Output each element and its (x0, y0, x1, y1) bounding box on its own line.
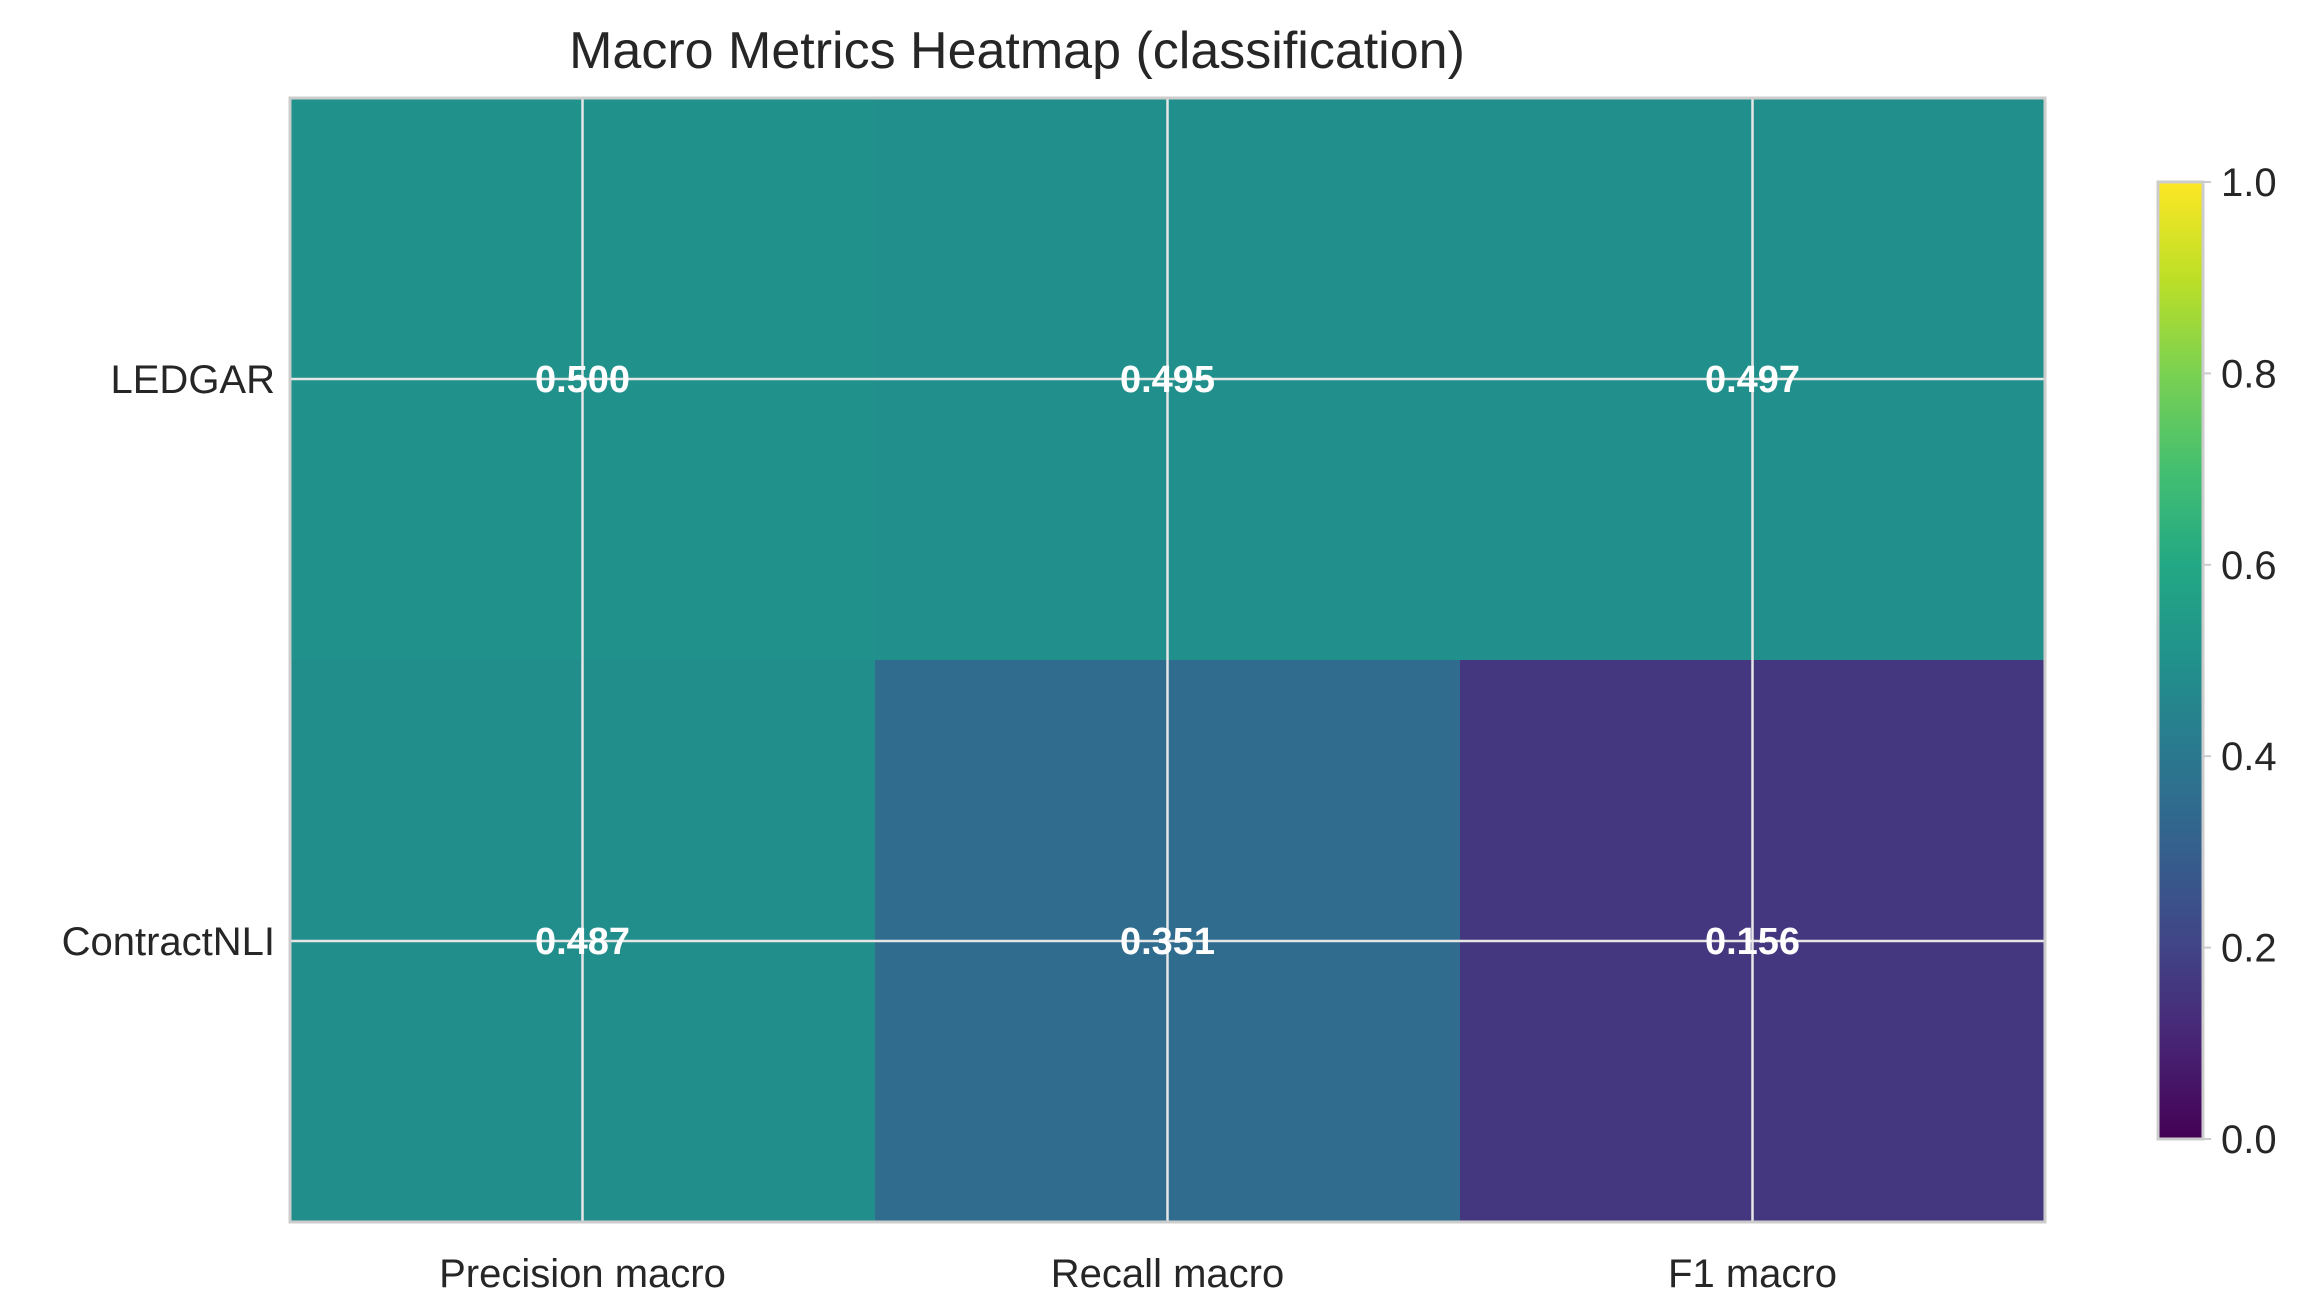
plot-frame (288, 96, 2047, 1224)
colorbar-tick-label: 0.0 (2221, 1118, 2277, 1162)
cell-value-label: 0.351 (1120, 921, 1215, 963)
y-tick-label: LEDGAR (111, 358, 276, 402)
cell-value-labels: 0.500 0.495 0.497 0.487 0.351 0.156 (535, 359, 1800, 963)
cell-value-label: 0.500 (535, 359, 630, 401)
x-axis-ticks: Precision macro Recall macro F1 macro (439, 1252, 1837, 1296)
x-tick-label: F1 macro (1668, 1252, 1837, 1296)
colorbar-tick-label: 1.0 (2221, 161, 2277, 205)
heatmap-grid (290, 98, 2045, 1222)
cell-value-label: 0.495 (1120, 359, 1215, 401)
chart-title: Macro Metrics Heatmap (classification) (569, 22, 1465, 80)
colorbar-tick-label: 0.8 (2221, 352, 2277, 396)
colorbar-gradient (2156, 180, 2205, 1141)
y-tick-label: ContractNLI (62, 920, 275, 964)
colorbar-tick-label: 0.2 (2221, 927, 2277, 971)
x-tick-label: Precision macro (439, 1252, 726, 1296)
colorbar: 0.0 0.2 0.4 0.6 0.8 1.0 (2156, 161, 2277, 1162)
y-axis-ticks: LEDGAR ContractNLI (62, 358, 275, 964)
colorbar-ticks: 0.0 0.2 0.4 0.6 0.8 1.0 (2203, 161, 2277, 1162)
x-tick-label: Recall macro (1051, 1252, 1284, 1296)
colorbar-tick-label: 0.4 (2221, 735, 2277, 779)
colorbar-tick-label: 0.6 (2221, 544, 2277, 588)
cell-value-label: 0.487 (535, 921, 630, 963)
cell-value-label: 0.156 (1705, 921, 1800, 963)
cell-value-label: 0.497 (1705, 359, 1800, 401)
